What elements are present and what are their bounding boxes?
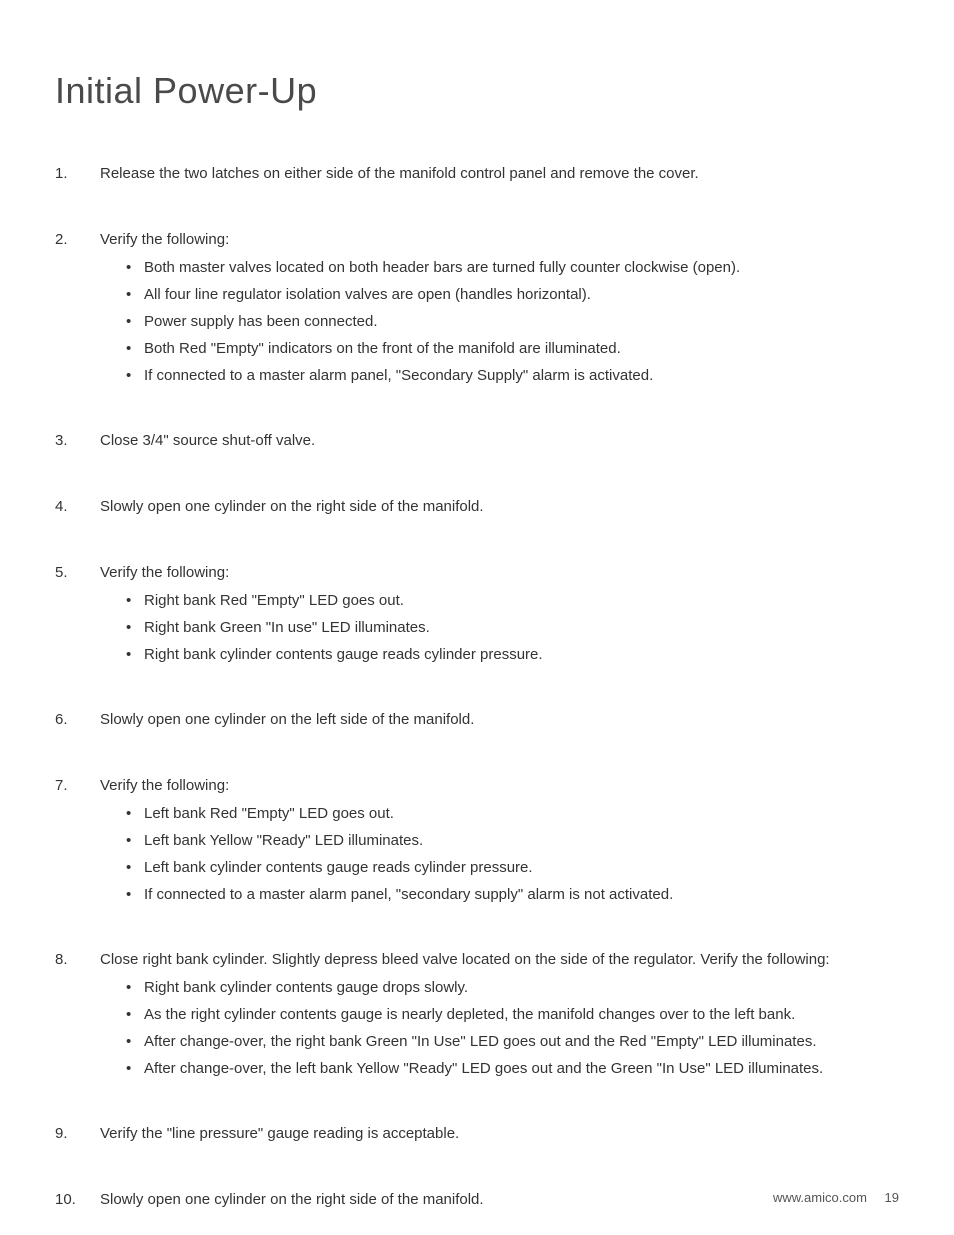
procedure-item: 6.Slowly open one cylinder on the left s… [55, 708, 899, 736]
item-number: 9. [55, 1122, 100, 1150]
sub-list-item: Both Red "Empty" indicators on the front… [126, 337, 899, 361]
procedure-item: 9.Verify the "line pressure" gauge readi… [55, 1122, 899, 1150]
sub-list-item: Right bank Green "In use" LED illuminate… [126, 616, 899, 640]
item-content: Release the two latches on either side o… [100, 162, 899, 190]
item-number: 7. [55, 774, 100, 910]
item-content: Verify the "line pressure" gauge reading… [100, 1122, 899, 1150]
sub-list-item: Left bank cylinder contents gauge reads … [126, 856, 899, 880]
item-text: Slowly open one cylinder on the right si… [100, 495, 899, 519]
sub-list: Left bank Red "Empty" LED goes out. Left … [100, 802, 899, 907]
item-content: Close 3/4" source shut-off valve. [100, 429, 899, 457]
footer-url: www.amico.com [773, 1190, 867, 1205]
item-text: Verify the following: [100, 228, 899, 252]
item-content: Close right bank cylinder. Slightly depr… [100, 948, 899, 1084]
footer-page-number: 19 [885, 1190, 899, 1205]
sub-list-item: Right bank Red "Empty" LED goes out. [126, 589, 899, 613]
item-text: Close 3/4" source shut-off valve. [100, 429, 899, 453]
procedure-item: 7.Verify the following: Left bank Red "Em… [55, 774, 899, 910]
sub-list-item: If connected to a master alarm panel, "S… [126, 364, 899, 388]
item-number: 10. [55, 1188, 100, 1216]
item-number: 6. [55, 708, 100, 736]
sub-list-item: Both master valves located on both heade… [126, 256, 899, 280]
procedure-item: 1.Release the two latches on either side… [55, 162, 899, 190]
procedure-item: 8.Close right bank cylinder. Slightly de… [55, 948, 899, 1084]
item-text: Slowly open one cylinder on the left sid… [100, 708, 899, 732]
item-text: Verify the following: [100, 774, 899, 798]
procedure-item: 5.Verify the following: Right bank Red "E… [55, 561, 899, 670]
sub-list-item: Right bank cylinder contents gauge reads… [126, 643, 899, 667]
item-text: Verify the following: [100, 561, 899, 585]
item-content: Slowly open one cylinder on the left sid… [100, 708, 899, 736]
sub-list-item: After change-over, the left bank Yellow … [126, 1057, 899, 1081]
item-number: 4. [55, 495, 100, 523]
sub-list-item: Left bank Red "Empty" LED goes out. [126, 802, 899, 826]
sub-list: Right bank Red "Empty" LED goes out. Righ… [100, 589, 899, 667]
item-number: 1. [55, 162, 100, 190]
procedure-list: 1.Release the two latches on either side… [55, 162, 899, 1216]
sub-list-item: After change-over, the right bank Green … [126, 1030, 899, 1054]
sub-list-item: All four line regulator isolation valves… [126, 283, 899, 307]
procedure-item: 3.Close 3/4" source shut-off valve. [55, 429, 899, 457]
item-content: Verify the following: Right bank Red "Emp… [100, 561, 899, 670]
sub-list: Right bank cylinder contents gauge drops… [100, 976, 899, 1081]
item-text: Release the two latches on either side o… [100, 162, 899, 186]
item-content: Verify the following: Left bank Red "Empt… [100, 774, 899, 910]
item-number: 5. [55, 561, 100, 670]
sub-list-item: Power supply has been connected. [126, 310, 899, 334]
sub-list-item: Right bank cylinder contents gauge drops… [126, 976, 899, 1000]
item-number: 8. [55, 948, 100, 1084]
item-text: Verify the "line pressure" gauge reading… [100, 1122, 899, 1146]
procedure-item: 2.Verify the following: Both master valve… [55, 228, 899, 391]
page-footer: www.amico.com 19 [773, 1190, 899, 1205]
item-content: Verify the following: Both master valves … [100, 228, 899, 391]
item-number: 2. [55, 228, 100, 391]
sub-list-item: As the right cylinder contents gauge is … [126, 1003, 899, 1027]
item-number: 3. [55, 429, 100, 457]
sub-list: Both master valves located on both heade… [100, 256, 899, 388]
sub-list-item: If connected to a master alarm panel, "s… [126, 883, 899, 907]
item-text: Close right bank cylinder. Slightly depr… [100, 948, 899, 972]
sub-list-item: Left bank Yellow "Ready" LED illuminates… [126, 829, 899, 853]
item-content: Slowly open one cylinder on the right si… [100, 495, 899, 523]
procedure-item: 4.Slowly open one cylinder on the right … [55, 495, 899, 523]
page-title: Initial Power-Up [55, 70, 899, 112]
